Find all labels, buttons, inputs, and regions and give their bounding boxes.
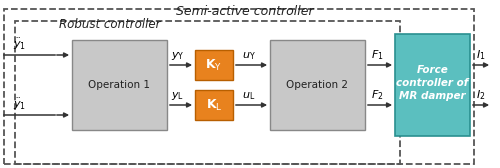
- FancyBboxPatch shape: [195, 50, 233, 80]
- Text: Force
controller of
MR damper: Force controller of MR damper: [396, 65, 468, 101]
- Text: $\mathbf{K}_\mathrm{L}$: $\mathbf{K}_\mathrm{L}$: [206, 97, 222, 113]
- FancyBboxPatch shape: [195, 90, 233, 120]
- Text: $\ddot{y}_1$: $\ddot{y}_1$: [14, 37, 26, 52]
- Text: $y_\mathrm{Y}$: $y_\mathrm{Y}$: [171, 50, 185, 62]
- Text: $I_2$: $I_2$: [476, 88, 486, 102]
- Text: $u_\mathrm{Y}$: $u_\mathrm{Y}$: [242, 50, 256, 62]
- FancyBboxPatch shape: [72, 40, 167, 130]
- Text: $\mathbf{K}_\mathrm{Y}$: $\mathbf{K}_\mathrm{Y}$: [206, 57, 222, 73]
- Text: $I_1$: $I_1$: [476, 48, 486, 62]
- Text: $F_2$: $F_2$: [370, 88, 384, 102]
- Text: Operation 2: Operation 2: [286, 80, 348, 90]
- Text: $F_1$: $F_1$: [370, 48, 384, 62]
- Text: $u_\mathrm{L}$: $u_\mathrm{L}$: [242, 90, 256, 102]
- Text: Operation 1: Operation 1: [88, 80, 150, 90]
- Text: $\ddot{y}_1$: $\ddot{y}_1$: [14, 97, 26, 112]
- Text: Semi-active controller: Semi-active controller: [176, 5, 314, 18]
- Text: $y_\mathrm{L}$: $y_\mathrm{L}$: [172, 90, 184, 102]
- FancyBboxPatch shape: [270, 40, 365, 130]
- FancyBboxPatch shape: [395, 34, 470, 136]
- Text: Robust controller: Robust controller: [60, 18, 161, 31]
